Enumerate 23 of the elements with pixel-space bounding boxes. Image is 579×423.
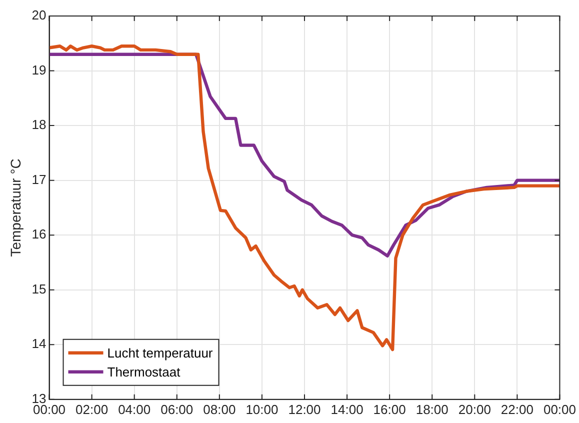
legend-label: Thermostaat bbox=[107, 364, 181, 380]
y-tick-label: 18 bbox=[32, 117, 46, 132]
x-tick-label: 20:00 bbox=[458, 402, 491, 417]
x-tick-label: 16:00 bbox=[373, 402, 406, 417]
x-tick-label: 02:00 bbox=[76, 402, 108, 417]
y-axis-title: Temperatuur °C bbox=[7, 158, 24, 257]
x-tick-label: 08:00 bbox=[203, 402, 236, 417]
legend-label: Lucht temperatuur bbox=[107, 345, 214, 360]
x-tick-label: 22:00 bbox=[500, 402, 534, 417]
y-tick-label: 14 bbox=[32, 336, 46, 352]
x-tick-label: 12:00 bbox=[288, 402, 321, 417]
x-tick-label: 14:00 bbox=[330, 402, 364, 417]
y-tick-label: 15 bbox=[32, 281, 46, 296]
x-tick-label: 18:00 bbox=[416, 402, 448, 417]
y-tick-label: 16 bbox=[32, 226, 46, 242]
y-tick-label: 20 bbox=[32, 8, 46, 23]
y-tick-label: 19 bbox=[32, 62, 46, 78]
y-tick-label: 13 bbox=[32, 390, 46, 406]
x-tick-label: 06:00 bbox=[160, 402, 194, 417]
x-tick-label: 10:00 bbox=[246, 402, 278, 417]
x-tick-label: 04:00 bbox=[118, 402, 151, 417]
x-tick-label: 00:00 bbox=[543, 402, 576, 417]
y-tick-label: 17 bbox=[32, 172, 46, 187]
